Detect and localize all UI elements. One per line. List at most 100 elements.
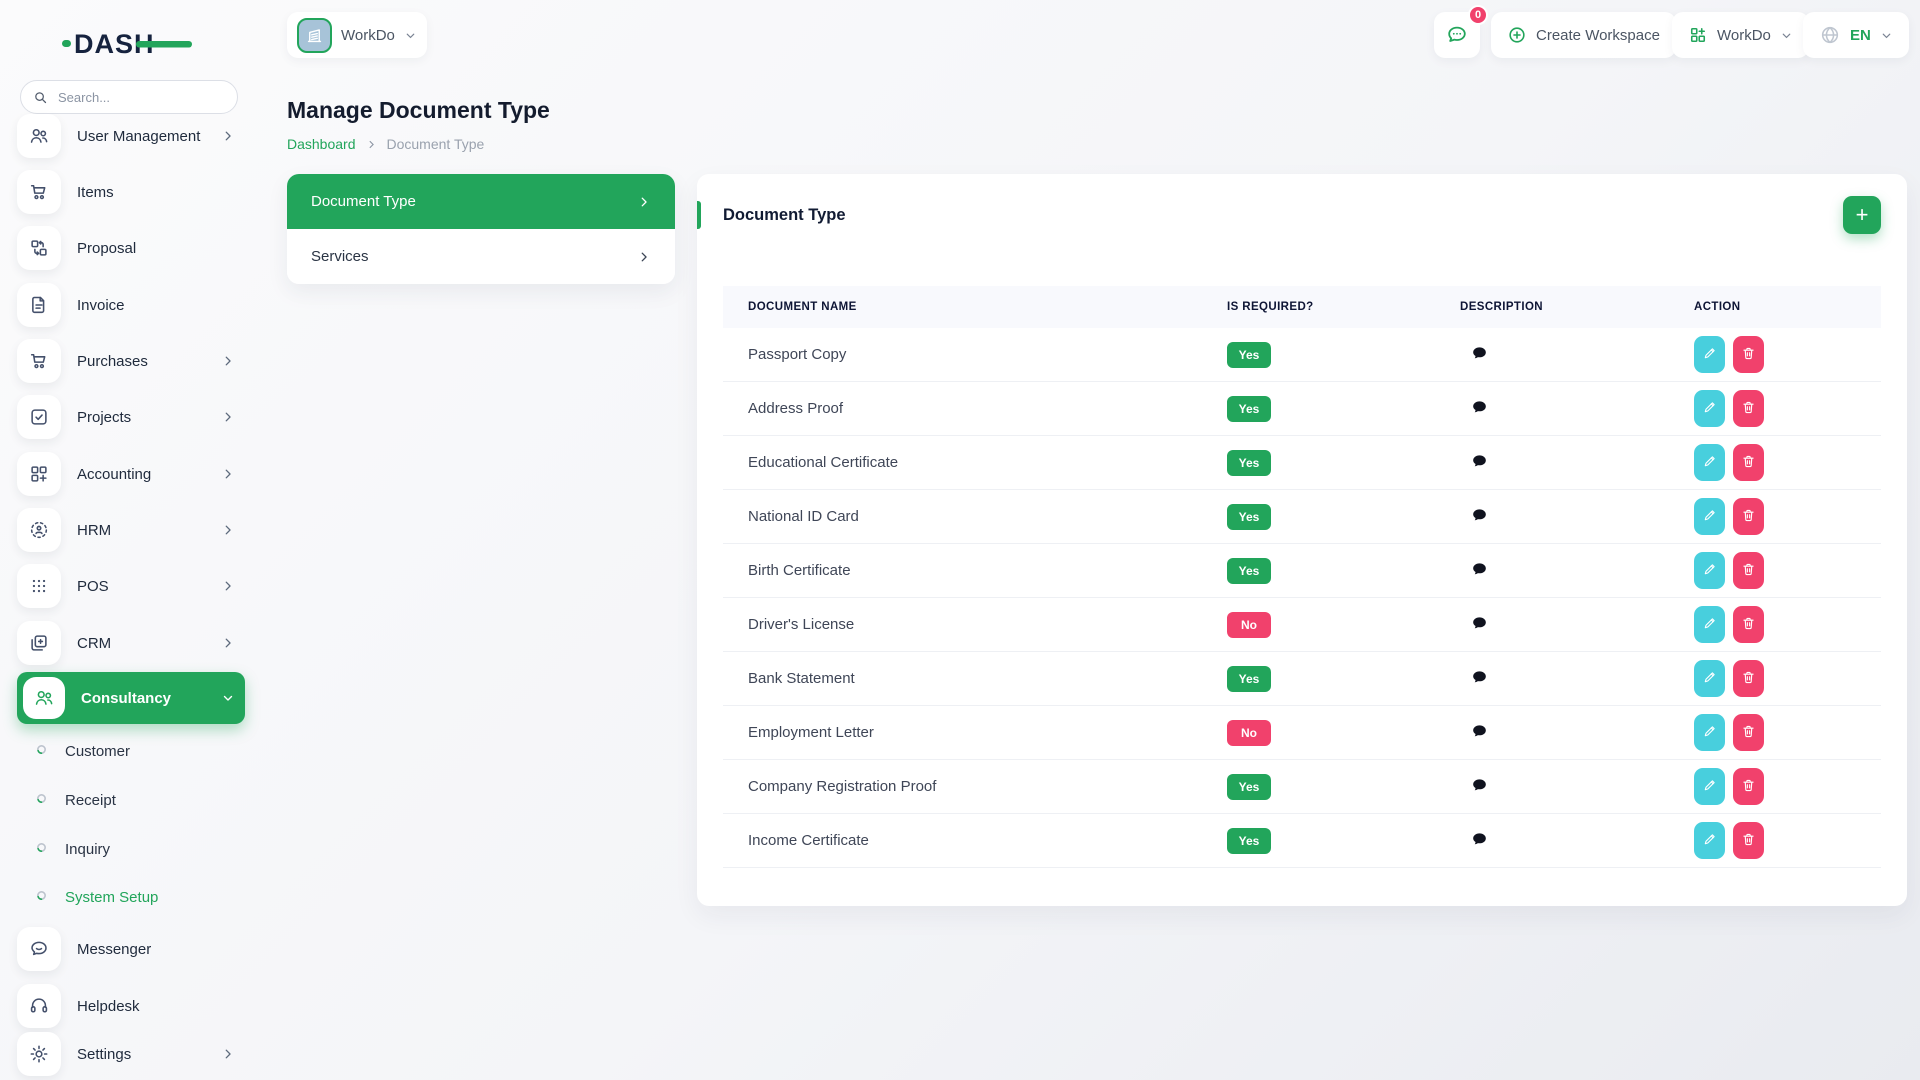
sidebar-item-customer[interactable]: Customer — [36, 731, 236, 771]
projects-icon — [17, 395, 61, 439]
create-workspace-button[interactable]: Create Workspace — [1491, 12, 1676, 58]
submenu-item-document-type[interactable]: Document Type — [287, 174, 675, 229]
column-header-action: ACTION — [1694, 301, 1741, 313]
sidebar-item-projects[interactable]: Projects — [17, 389, 245, 445]
table-row: Birth Certificate Yes — [723, 544, 1881, 598]
description-comment-button[interactable] — [1470, 668, 1492, 690]
sidebar-item-inquiry[interactable]: Inquiry — [36, 829, 236, 869]
required-badge: Yes — [1227, 341, 1271, 368]
description-comment-button[interactable] — [1470, 776, 1492, 798]
document-name: Educational Certificate — [748, 454, 899, 471]
table-row: Company Registration Proof Yes — [723, 760, 1881, 814]
brand-logo[interactable]: DASH — [62, 26, 198, 67]
pencil-icon — [1702, 777, 1718, 796]
required-badge: Yes — [1227, 773, 1271, 800]
breadcrumb: Dashboard Document Type — [287, 136, 484, 152]
sidebar-item-settings[interactable]: Settings — [17, 1026, 245, 1080]
column-header-description: DESCRIPTION — [1460, 301, 1543, 313]
card-title: Document Type — [723, 205, 846, 224]
table-row: Bank Statement Yes — [723, 652, 1881, 706]
document-name: Bank Statement — [748, 670, 855, 687]
document-name: Address Proof — [748, 400, 844, 417]
sidebar-item-purchases[interactable]: Purchases — [17, 333, 245, 389]
sidebar-item-crm[interactable]: CRM — [17, 615, 245, 671]
edit-button[interactable] — [1694, 336, 1725, 373]
edit-button[interactable] — [1694, 390, 1725, 427]
chevron-right-icon — [221, 636, 235, 650]
edit-button[interactable] — [1694, 606, 1725, 643]
description-comment-button[interactable] — [1470, 398, 1492, 420]
language-code: EN — [1850, 26, 1871, 44]
sidebar-item-helpdesk[interactable]: Helpdesk — [17, 978, 245, 1034]
chevron-right-icon — [221, 523, 235, 537]
pencil-icon — [1702, 723, 1718, 742]
sidebar-item-proposal[interactable]: Proposal — [17, 220, 245, 276]
table-row: Passport Copy Yes — [723, 328, 1881, 382]
delete-button[interactable] — [1733, 444, 1764, 481]
breadcrumb-current: Document Type — [386, 136, 485, 152]
delete-button[interactable] — [1733, 552, 1764, 589]
workspace-selector[interactable]: WorkDo — [287, 12, 427, 58]
sidebar-item-items[interactable]: Items — [17, 164, 245, 220]
edit-button[interactable] — [1694, 768, 1725, 805]
comment-icon — [1470, 344, 1489, 366]
description-comment-button[interactable] — [1470, 614, 1492, 636]
edit-button[interactable] — [1694, 498, 1725, 535]
sidebar-item-invoice[interactable]: Invoice — [17, 277, 245, 333]
sidebar: DASH User ManagementItemsProposalInvoice… — [0, 0, 260, 1080]
workdo-apps-button[interactable]: WorkDo — [1672, 12, 1809, 58]
document-name: Birth Certificate — [748, 562, 851, 579]
pencil-icon — [1702, 453, 1718, 472]
messenger-button[interactable]: 0 — [1434, 5, 1488, 58]
description-comment-button[interactable] — [1470, 560, 1492, 582]
chevron-down-icon — [404, 29, 417, 42]
edit-button[interactable] — [1694, 714, 1725, 751]
delete-button[interactable] — [1733, 606, 1764, 643]
description-comment-button[interactable] — [1470, 452, 1492, 474]
search-input[interactable] — [56, 88, 225, 106]
delete-button[interactable] — [1733, 714, 1764, 751]
breadcrumb-dashboard-link[interactable]: Dashboard — [287, 136, 356, 152]
sidebar-item-accounting[interactable]: Accounting — [17, 446, 245, 502]
delete-button[interactable] — [1733, 768, 1764, 805]
chevron-right-icon — [221, 1047, 235, 1061]
delete-button[interactable] — [1733, 498, 1764, 535]
delete-button[interactable] — [1733, 822, 1764, 859]
cart-icon — [17, 339, 61, 383]
gear-icon — [17, 1032, 61, 1076]
chevron-right-icon — [221, 354, 235, 368]
description-comment-button[interactable] — [1470, 830, 1492, 852]
description-comment-button[interactable] — [1470, 506, 1492, 528]
workdo-menu-label: WorkDo — [1717, 26, 1771, 44]
description-comment-button[interactable] — [1470, 344, 1492, 366]
edit-button[interactable] — [1694, 660, 1725, 697]
sidebar-item-pos[interactable]: POS — [17, 558, 245, 614]
delete-button[interactable] — [1733, 390, 1764, 427]
sidebar-item-system-setup[interactable]: System Setup — [36, 877, 236, 917]
table-row: Income Certificate Yes — [723, 814, 1881, 868]
sidebar-item-messenger[interactable]: Messenger — [17, 921, 245, 977]
sidebar-item-receipt[interactable]: Receipt — [36, 780, 236, 820]
add-document-type-button[interactable]: + — [1843, 196, 1881, 234]
sidebar-item-user-management[interactable]: User Management — [17, 108, 245, 164]
sidebar-item-consultancy[interactable]: Consultancy — [17, 672, 245, 724]
bullet-icon — [36, 840, 47, 858]
edit-button[interactable] — [1694, 444, 1725, 481]
language-selector[interactable]: EN — [1803, 12, 1909, 58]
sidebar-search — [20, 80, 238, 114]
description-comment-button[interactable] — [1470, 722, 1492, 744]
trash-icon — [1740, 453, 1757, 473]
delete-button[interactable] — [1733, 660, 1764, 697]
document-name: Company Registration Proof — [748, 778, 937, 795]
dash-logo-icon: DASH — [62, 29, 192, 59]
card-header: Document Type + — [697, 174, 1907, 256]
table-header-row: DOCUMENT NAME IS REQUIRED? DESCRIPTION ACTI… — [723, 286, 1881, 328]
edit-button[interactable] — [1694, 822, 1725, 859]
chevron-down-icon — [1780, 29, 1793, 42]
pencil-icon — [1702, 345, 1718, 364]
edit-button[interactable] — [1694, 552, 1725, 589]
delete-button[interactable] — [1733, 336, 1764, 373]
submenu-item-services[interactable]: Services — [287, 229, 675, 284]
sidebar-item-hrm[interactable]: HRM — [17, 502, 245, 558]
